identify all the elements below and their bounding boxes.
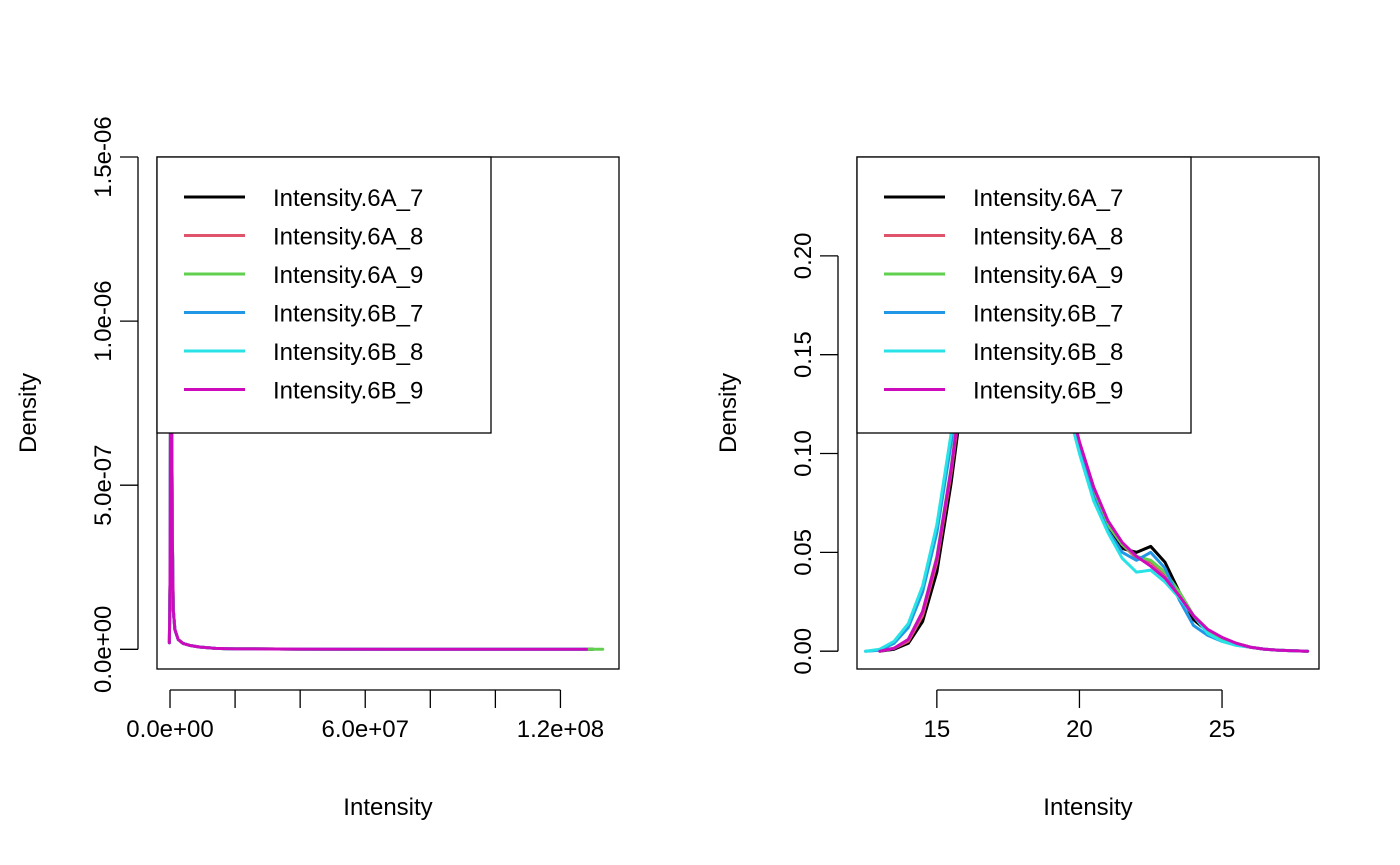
y-tick-label: 0.15 [790,331,817,378]
x-tick-label: 15 [924,716,951,743]
legend: Intensity.6A_7 Intensity.6A_8 Intensity.6A… [156,156,492,434]
y-tick-label: 0.0e+00 [90,606,117,693]
legend-box [156,156,492,434]
legend-box [856,156,1192,434]
y-axis: 0.00 0.05 0.10 0.15 0.20 [790,232,839,675]
x-tick-label: 6.0e+07 [322,716,409,743]
series-line-4 [864,175,1310,653]
legend-label: Intensity.6A_9 [273,262,423,289]
legend-label: Intensity.6B_8 [973,339,1123,366]
y-tick-label: 5.0e-07 [90,445,117,526]
legend-label: Intensity.6B_9 [973,378,1123,405]
legend-label: Intensity.6B_8 [273,339,423,366]
y-tick-label: 0.20 [790,232,817,279]
x-tick-label: 0.0e+00 [126,716,213,743]
legend-label: Intensity.6A_9 [973,262,1123,289]
legend-label: Intensity.6B_7 [973,301,1123,328]
legend-label: Intensity.6B_7 [273,301,423,328]
legend-label: Intensity.6A_7 [273,185,423,212]
series-line-5 [878,175,1310,653]
legend-label: Intensity.6A_8 [273,224,423,251]
x-axis: 0.0e+00 6.0e+07 1.2e+08 [126,689,604,743]
series-lines [864,175,1310,653]
density-plot-log2: 15 20 25 0.00 0.05 0.10 0.15 0.20 Intensity Densi… [715,156,1320,821]
x-axis-title: Intensity [343,794,432,821]
density-plot-raw: 0.0e+00 6.0e+07 1.2e+08 0.0e+00 5.0e-07 1.0e-… [15,116,620,821]
y-tick-label: 0.00 [790,628,817,675]
legend-label: Intensity.6A_7 [973,185,1123,212]
x-tick-label: 1.2e+08 [517,716,604,743]
legend-label: Intensity.6B_9 [273,378,423,405]
y-axis-title: Density [715,373,742,453]
legend: Intensity.6A_7 Intensity.6A_8 Intensity.6A… [856,156,1192,434]
y-axis-title: Density [15,373,42,453]
x-tick-label: 25 [1209,716,1236,743]
x-axis: 15 20 25 [924,689,1236,743]
x-tick-label: 20 [1066,716,1093,743]
x-axis-title: Intensity [1043,794,1132,821]
y-axis: 0.0e+00 5.0e-07 1.0e-06 1.5e-06 [90,116,139,693]
y-tick-label: 1.0e-06 [90,280,117,361]
y-tick-label: 0.10 [790,430,817,477]
y-tick-label: 0.05 [790,529,817,576]
legend-label: Intensity.6A_8 [973,224,1123,251]
y-tick-label: 1.5e-06 [90,116,117,197]
